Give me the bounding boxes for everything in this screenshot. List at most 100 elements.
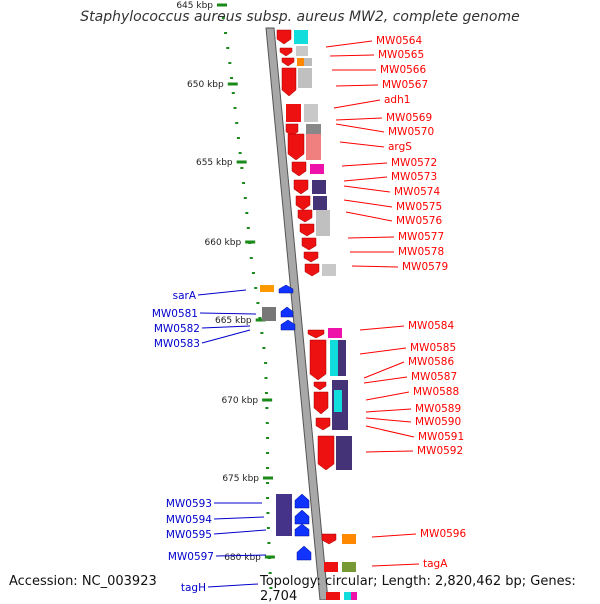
forward-gene-label[interactable]: MW0573: [391, 171, 437, 183]
forward-gene-label[interactable]: MW0567: [382, 79, 428, 91]
gene-arrow: [313, 381, 327, 391]
gene-feature: [351, 592, 357, 600]
forward-gene-label[interactable]: MW0585: [410, 342, 456, 354]
forward-gene-label[interactable]: MW0589: [415, 403, 461, 415]
scale-tick-label: 655 kbp: [196, 158, 233, 168]
forward-gene-label[interactable]: MW0566: [380, 64, 426, 76]
gene-feature: [326, 592, 340, 600]
gene-arrow: [279, 47, 293, 57]
gene-arrow: [301, 237, 317, 251]
reverse-gene-label[interactable]: tagH: [181, 582, 206, 594]
gene-feature: [304, 58, 312, 66]
gene-feature: [334, 390, 342, 412]
gene-arrow: [280, 306, 294, 318]
gene-feature: [324, 562, 338, 572]
gene-feature: [276, 494, 292, 536]
forward-label-line: [329, 54, 375, 57]
gene-arrow: [315, 417, 331, 431]
forward-gene-label[interactable]: MW0576: [396, 215, 442, 227]
scale-tick-label: 645 kbp: [176, 1, 213, 11]
forward-gene-label[interactable]: MW0575: [396, 201, 442, 213]
forward-gene-label[interactable]: MW0591: [418, 431, 464, 443]
forward-label-line: [339, 141, 385, 148]
forward-label-line: [371, 533, 417, 538]
scale-tick-label: 650 kbp: [187, 80, 224, 90]
forward-label-line: [341, 162, 388, 167]
scale-tick-label: 670 kbp: [221, 396, 258, 406]
gene-arrow: [294, 523, 310, 537]
gene-feature: [336, 436, 352, 470]
gene-feature: [260, 285, 274, 292]
gene-arrow: [303, 251, 319, 263]
forward-gene-label[interactable]: MW0587: [411, 371, 457, 383]
scale-tick-label: 665 kbp: [215, 316, 252, 326]
forward-label-line: [333, 99, 381, 109]
gene-arrow: [294, 493, 310, 509]
forward-gene-label[interactable]: MW0596: [420, 528, 466, 540]
gene-feature: [286, 104, 301, 122]
gene-arrow: [299, 223, 315, 237]
reverse-gene-label[interactable]: MW0595: [166, 529, 212, 541]
forward-gene-label[interactable]: MW0588: [413, 386, 459, 398]
forward-gene-label[interactable]: MW0565: [378, 49, 424, 61]
scale-tick-label: 675 kbp: [222, 474, 259, 484]
forward-label-line: [363, 376, 408, 384]
gene-feature: [298, 68, 312, 88]
reverse-gene-label[interactable]: MW0594: [166, 514, 212, 526]
gene-feature: [342, 534, 356, 544]
reverse-label-line: [213, 529, 267, 535]
forward-gene-label[interactable]: MW0577: [398, 231, 444, 243]
reverse-gene-label[interactable]: MW0593: [166, 498, 212, 510]
reverse-gene-label[interactable]: MW0583: [154, 338, 200, 350]
reverse-label-line: [199, 312, 257, 315]
forward-label-line: [343, 199, 393, 208]
scale-tick-label: 680 kbp: [224, 553, 261, 563]
gene-feature: [297, 58, 304, 66]
reverse-label-line: [201, 325, 251, 329]
forward-label-line: [347, 236, 395, 239]
forward-label-line: [363, 361, 405, 379]
reverse-gene-label[interactable]: MW0597: [168, 551, 214, 563]
gene-arrow: [307, 329, 325, 339]
forward-gene-label[interactable]: MW0574: [394, 186, 440, 198]
gene-arrow: [281, 57, 295, 67]
scale-tick-label: 660 kbp: [205, 238, 242, 248]
forward-gene-label[interactable]: argS: [388, 141, 412, 153]
forward-gene-label[interactable]: adh1: [384, 94, 410, 106]
forward-gene-label[interactable]: MW0564: [376, 35, 422, 47]
reverse-gene-label[interactable]: MW0582: [154, 323, 200, 335]
forward-gene-label[interactable]: MW0569: [386, 112, 432, 124]
reverse-gene-label[interactable]: sarA: [173, 290, 197, 302]
accession-text: Accession: NC_003923: [9, 574, 157, 589]
gene-feature: [313, 196, 327, 210]
gene-feature: [294, 30, 308, 44]
forward-gene-label[interactable]: tagA: [423, 558, 448, 570]
forward-gene-label[interactable]: MW0578: [398, 246, 444, 258]
gene-arrow: [276, 29, 292, 45]
forward-label-line: [365, 417, 412, 423]
gene-arrow: [297, 209, 313, 223]
forward-label-line: [365, 425, 415, 438]
forward-gene-label[interactable]: MW0572: [391, 157, 437, 169]
forward-gene-label[interactable]: MW0586: [408, 356, 454, 368]
forward-label-line: [335, 117, 383, 121]
reverse-label-line: [213, 516, 265, 520]
gene-arrow: [295, 195, 311, 211]
forward-gene-label[interactable]: MW0590: [415, 416, 461, 428]
forward-label-line: [365, 450, 414, 453]
gene-arrow: [317, 435, 335, 471]
forward-gene-label[interactable]: MW0570: [388, 126, 434, 138]
forward-gene-label[interactable]: MW0579: [402, 261, 448, 273]
gene-arrow: [296, 545, 312, 561]
forward-gene-label[interactable]: MW0592: [417, 445, 463, 457]
reverse-label-line: [197, 289, 247, 296]
reverse-label-line: [215, 554, 267, 557]
forward-gene-label[interactable]: MW0584: [408, 320, 454, 332]
gene-feature: [296, 46, 308, 56]
forward-label-line: [335, 123, 385, 133]
reverse-gene-label[interactable]: MW0581: [152, 308, 198, 320]
forward-label-line: [345, 211, 393, 222]
reverse-genes: [260, 284, 312, 561]
forward-genes: [276, 29, 357, 600]
